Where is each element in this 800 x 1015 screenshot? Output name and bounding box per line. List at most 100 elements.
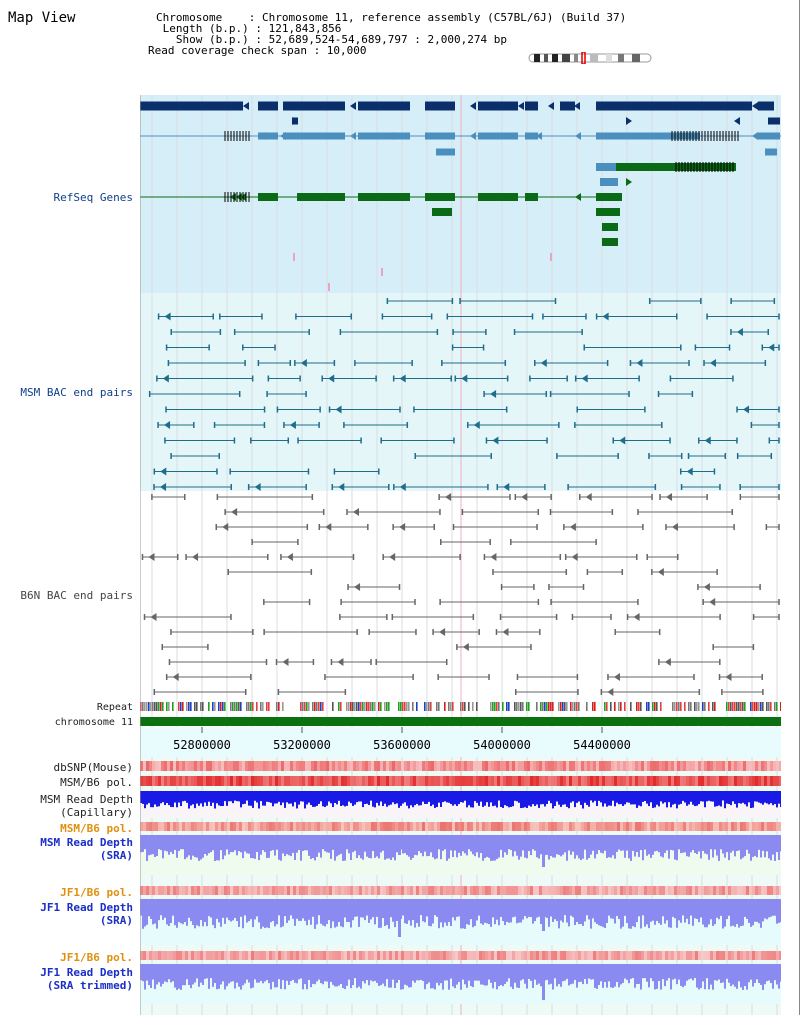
- depth-bar: [342, 964, 344, 989]
- heat-cell: [326, 822, 329, 831]
- depth-bar: [304, 964, 306, 985]
- heat-cell: [173, 951, 176, 960]
- heat-cell: [152, 822, 155, 831]
- heat-cell: [467, 822, 470, 831]
- track-panel[interactable]: 52800000 53200000 53600000 54000000 54400000: [140, 95, 781, 1015]
- position-axis: 52800000 53200000 53600000 54000000 54400000: [140, 727, 781, 757]
- heat-cell: [731, 822, 734, 831]
- heat-cell: [683, 822, 686, 831]
- depth-bar: [482, 835, 484, 861]
- heat-cell: [266, 761, 269, 771]
- heat-cell: [281, 761, 284, 771]
- heat-cell: [164, 761, 167, 771]
- heat-cell: [185, 886, 188, 895]
- depth-bar: [302, 791, 304, 802]
- depth-bar: [256, 964, 258, 983]
- depth-bar: [228, 964, 230, 984]
- depth-bar: [390, 899, 392, 918]
- heat-cell: [401, 822, 404, 831]
- depth-bar: [632, 899, 634, 927]
- repeat-element: [248, 702, 250, 711]
- depth-bar: [726, 791, 728, 804]
- repeat-element: [338, 702, 340, 711]
- track-label-refseq[interactable]: RefSeq Genes: [53, 191, 133, 204]
- heat-cell: [335, 776, 338, 786]
- heat-cell: [368, 822, 371, 831]
- depth-bar: [592, 835, 594, 851]
- depth-bar: [550, 964, 552, 984]
- heat-cell: [374, 886, 377, 895]
- depth-bar: [598, 835, 600, 851]
- depth-spike: [398, 899, 401, 937]
- depth-bar: [194, 835, 196, 858]
- heat-cell: [746, 761, 749, 771]
- depth-bar: [396, 835, 398, 853]
- repeat-element: [690, 702, 692, 711]
- depth-bar: [332, 835, 334, 850]
- heat-cell: [443, 886, 446, 895]
- heat-cell: [491, 951, 494, 960]
- depth-bar: [566, 899, 568, 923]
- depth-bar: [256, 899, 258, 917]
- depth-bar: [654, 964, 656, 990]
- heat-cell: [398, 951, 401, 960]
- depth-bar: [420, 964, 422, 980]
- heat-cell: [332, 822, 335, 831]
- repeat-track: [140, 702, 781, 711]
- heat-cell: [170, 776, 173, 786]
- repeat-element: [560, 702, 562, 711]
- heat-cell: [707, 761, 710, 771]
- depth-bar: [528, 791, 530, 806]
- depth-bar: [220, 791, 222, 807]
- depth-bar: [560, 964, 562, 987]
- heat-cell: [641, 776, 644, 786]
- heat-cell: [542, 951, 545, 960]
- depth-bar: [430, 964, 432, 989]
- gene-arrow: [292, 117, 298, 125]
- heat-cell: [659, 776, 662, 786]
- depth-bar: [632, 791, 634, 805]
- depth-bar: [484, 899, 486, 923]
- track-label-b6n-bac[interactable]: B6N BAC end pairs: [20, 589, 133, 602]
- heat-cell: [758, 761, 761, 771]
- heat-cell: [272, 761, 275, 771]
- repeat-element: [194, 702, 196, 711]
- heat-cell: [467, 776, 470, 786]
- depth-bar: [490, 835, 492, 861]
- depth-bar: [704, 964, 706, 990]
- heat-cell: [599, 886, 602, 895]
- heat-cell: [575, 761, 578, 771]
- depth-bar: [418, 899, 420, 927]
- depth-bar: [170, 791, 172, 807]
- depth-bar: [156, 791, 158, 807]
- depth-bar: [502, 964, 504, 987]
- heat-cell: [497, 886, 500, 895]
- heat-cell: [434, 761, 437, 771]
- heat-cell: [173, 761, 176, 771]
- chromosome-ideogram[interactable]: [528, 52, 654, 64]
- heat-cell: [701, 886, 704, 895]
- depth-bar: [530, 835, 532, 856]
- heat-cell: [386, 951, 389, 960]
- heat-cell: [152, 886, 155, 895]
- repeat-element: [594, 702, 596, 711]
- depth-bar: [150, 835, 152, 855]
- heat-cell: [440, 886, 443, 895]
- track-label-msm-bac[interactable]: MSM BAC end pairs: [20, 386, 133, 399]
- depth-bar: [442, 899, 444, 928]
- heat-cell: [257, 776, 260, 786]
- repeat-element: [462, 702, 464, 711]
- depth-bar: [678, 964, 680, 980]
- heat-cell: [623, 951, 626, 960]
- bac-arrow: [473, 421, 480, 429]
- heat-cell: [677, 761, 680, 771]
- depth-bar: [248, 835, 250, 854]
- bac-arrow: [725, 673, 732, 681]
- depth-bar: [266, 791, 268, 802]
- heat-cell: [608, 886, 611, 895]
- depth-bar: [690, 964, 692, 979]
- heat-cell: [419, 776, 422, 786]
- heat-cell: [251, 886, 254, 895]
- repeat-element: [540, 702, 542, 711]
- depth-bar: [230, 964, 232, 982]
